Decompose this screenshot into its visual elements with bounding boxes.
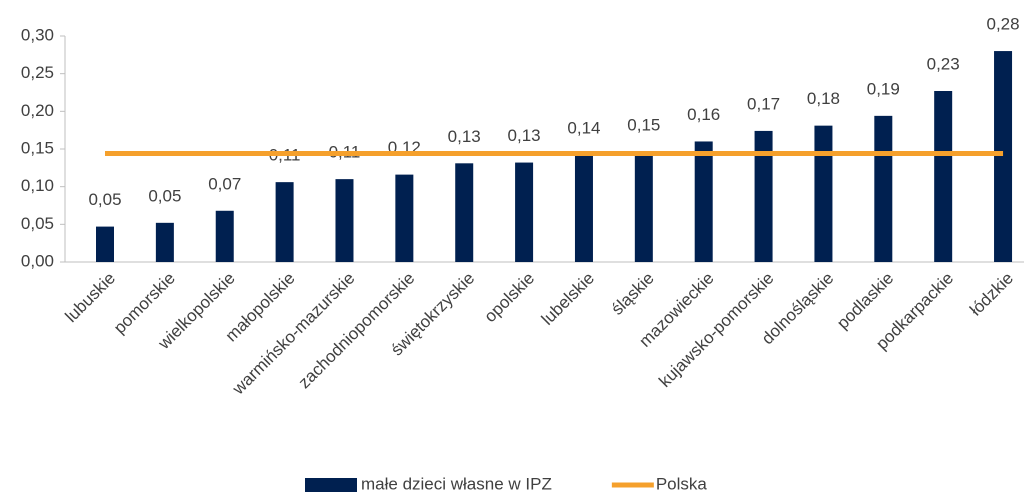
x-tick-group: kujawsko-pomorskie bbox=[655, 269, 777, 391]
data-label: 0,13 bbox=[508, 126, 541, 145]
data-label: 0,05 bbox=[88, 190, 121, 209]
y-tick-label: 0,25 bbox=[21, 63, 54, 82]
bar bbox=[814, 125, 833, 262]
bar bbox=[934, 90, 953, 262]
data-label: 0,13 bbox=[448, 127, 481, 146]
bar bbox=[275, 182, 294, 262]
legend-label: Polska bbox=[656, 474, 708, 493]
y-tick-label: 0,20 bbox=[21, 101, 54, 120]
data-label: 0,05 bbox=[148, 186, 181, 205]
data-label: 0,17 bbox=[747, 94, 780, 113]
data-label: 0,07 bbox=[208, 174, 241, 193]
data-label: 0,16 bbox=[687, 105, 720, 124]
bar bbox=[994, 51, 1013, 262]
x-tick-group: łódzkie bbox=[966, 269, 1017, 320]
bar bbox=[694, 141, 713, 262]
x-tick-label: zachodniopomorskie bbox=[295, 269, 419, 393]
data-label: 0,18 bbox=[807, 89, 840, 108]
bar bbox=[574, 155, 593, 262]
x-tick-label: łódzkie bbox=[966, 269, 1017, 320]
x-tick-label: podlaskie bbox=[833, 269, 897, 333]
x-tick-group: zachodniopomorskie bbox=[295, 269, 419, 393]
data-label: 0,15 bbox=[627, 115, 660, 134]
y-tick-label: 0,00 bbox=[21, 251, 54, 270]
data-label: 0,19 bbox=[867, 79, 900, 98]
x-tick-label: opolskie bbox=[481, 269, 539, 327]
bar bbox=[515, 162, 534, 262]
data-label: 0,23 bbox=[927, 54, 960, 73]
bar bbox=[455, 163, 474, 262]
x-tick-label: śląskie bbox=[608, 269, 658, 319]
legend-swatch bbox=[305, 478, 357, 492]
x-tick-group: lubuskie bbox=[61, 269, 119, 327]
bar bbox=[634, 152, 653, 262]
x-tick-group: opolskie bbox=[481, 269, 539, 327]
y-tick-label: 0,05 bbox=[21, 214, 54, 233]
legend-label: małe dzieci własne w IPZ bbox=[361, 474, 552, 493]
bar bbox=[754, 130, 773, 262]
data-label: 0,28 bbox=[987, 15, 1020, 34]
x-tick-label: kujawsko-pomorskie bbox=[655, 269, 777, 391]
y-tick-label: 0,30 bbox=[21, 25, 54, 44]
bar bbox=[395, 174, 414, 262]
x-tick-group: śląskie bbox=[608, 269, 658, 319]
bar bbox=[96, 226, 114, 262]
bar bbox=[215, 210, 234, 262]
x-tick-label: lubelskie bbox=[538, 269, 598, 329]
bar bbox=[874, 115, 893, 262]
y-tick-label: 0,10 bbox=[21, 176, 54, 195]
x-tick-group: lubelskie bbox=[538, 269, 598, 329]
y-tick-label: 0,15 bbox=[21, 138, 54, 157]
bar bbox=[335, 179, 354, 262]
x-tick-group: podlaskie bbox=[833, 269, 897, 333]
data-label: 0,14 bbox=[567, 119, 600, 138]
bar bbox=[155, 222, 174, 262]
x-tick-label: lubuskie bbox=[61, 269, 119, 327]
